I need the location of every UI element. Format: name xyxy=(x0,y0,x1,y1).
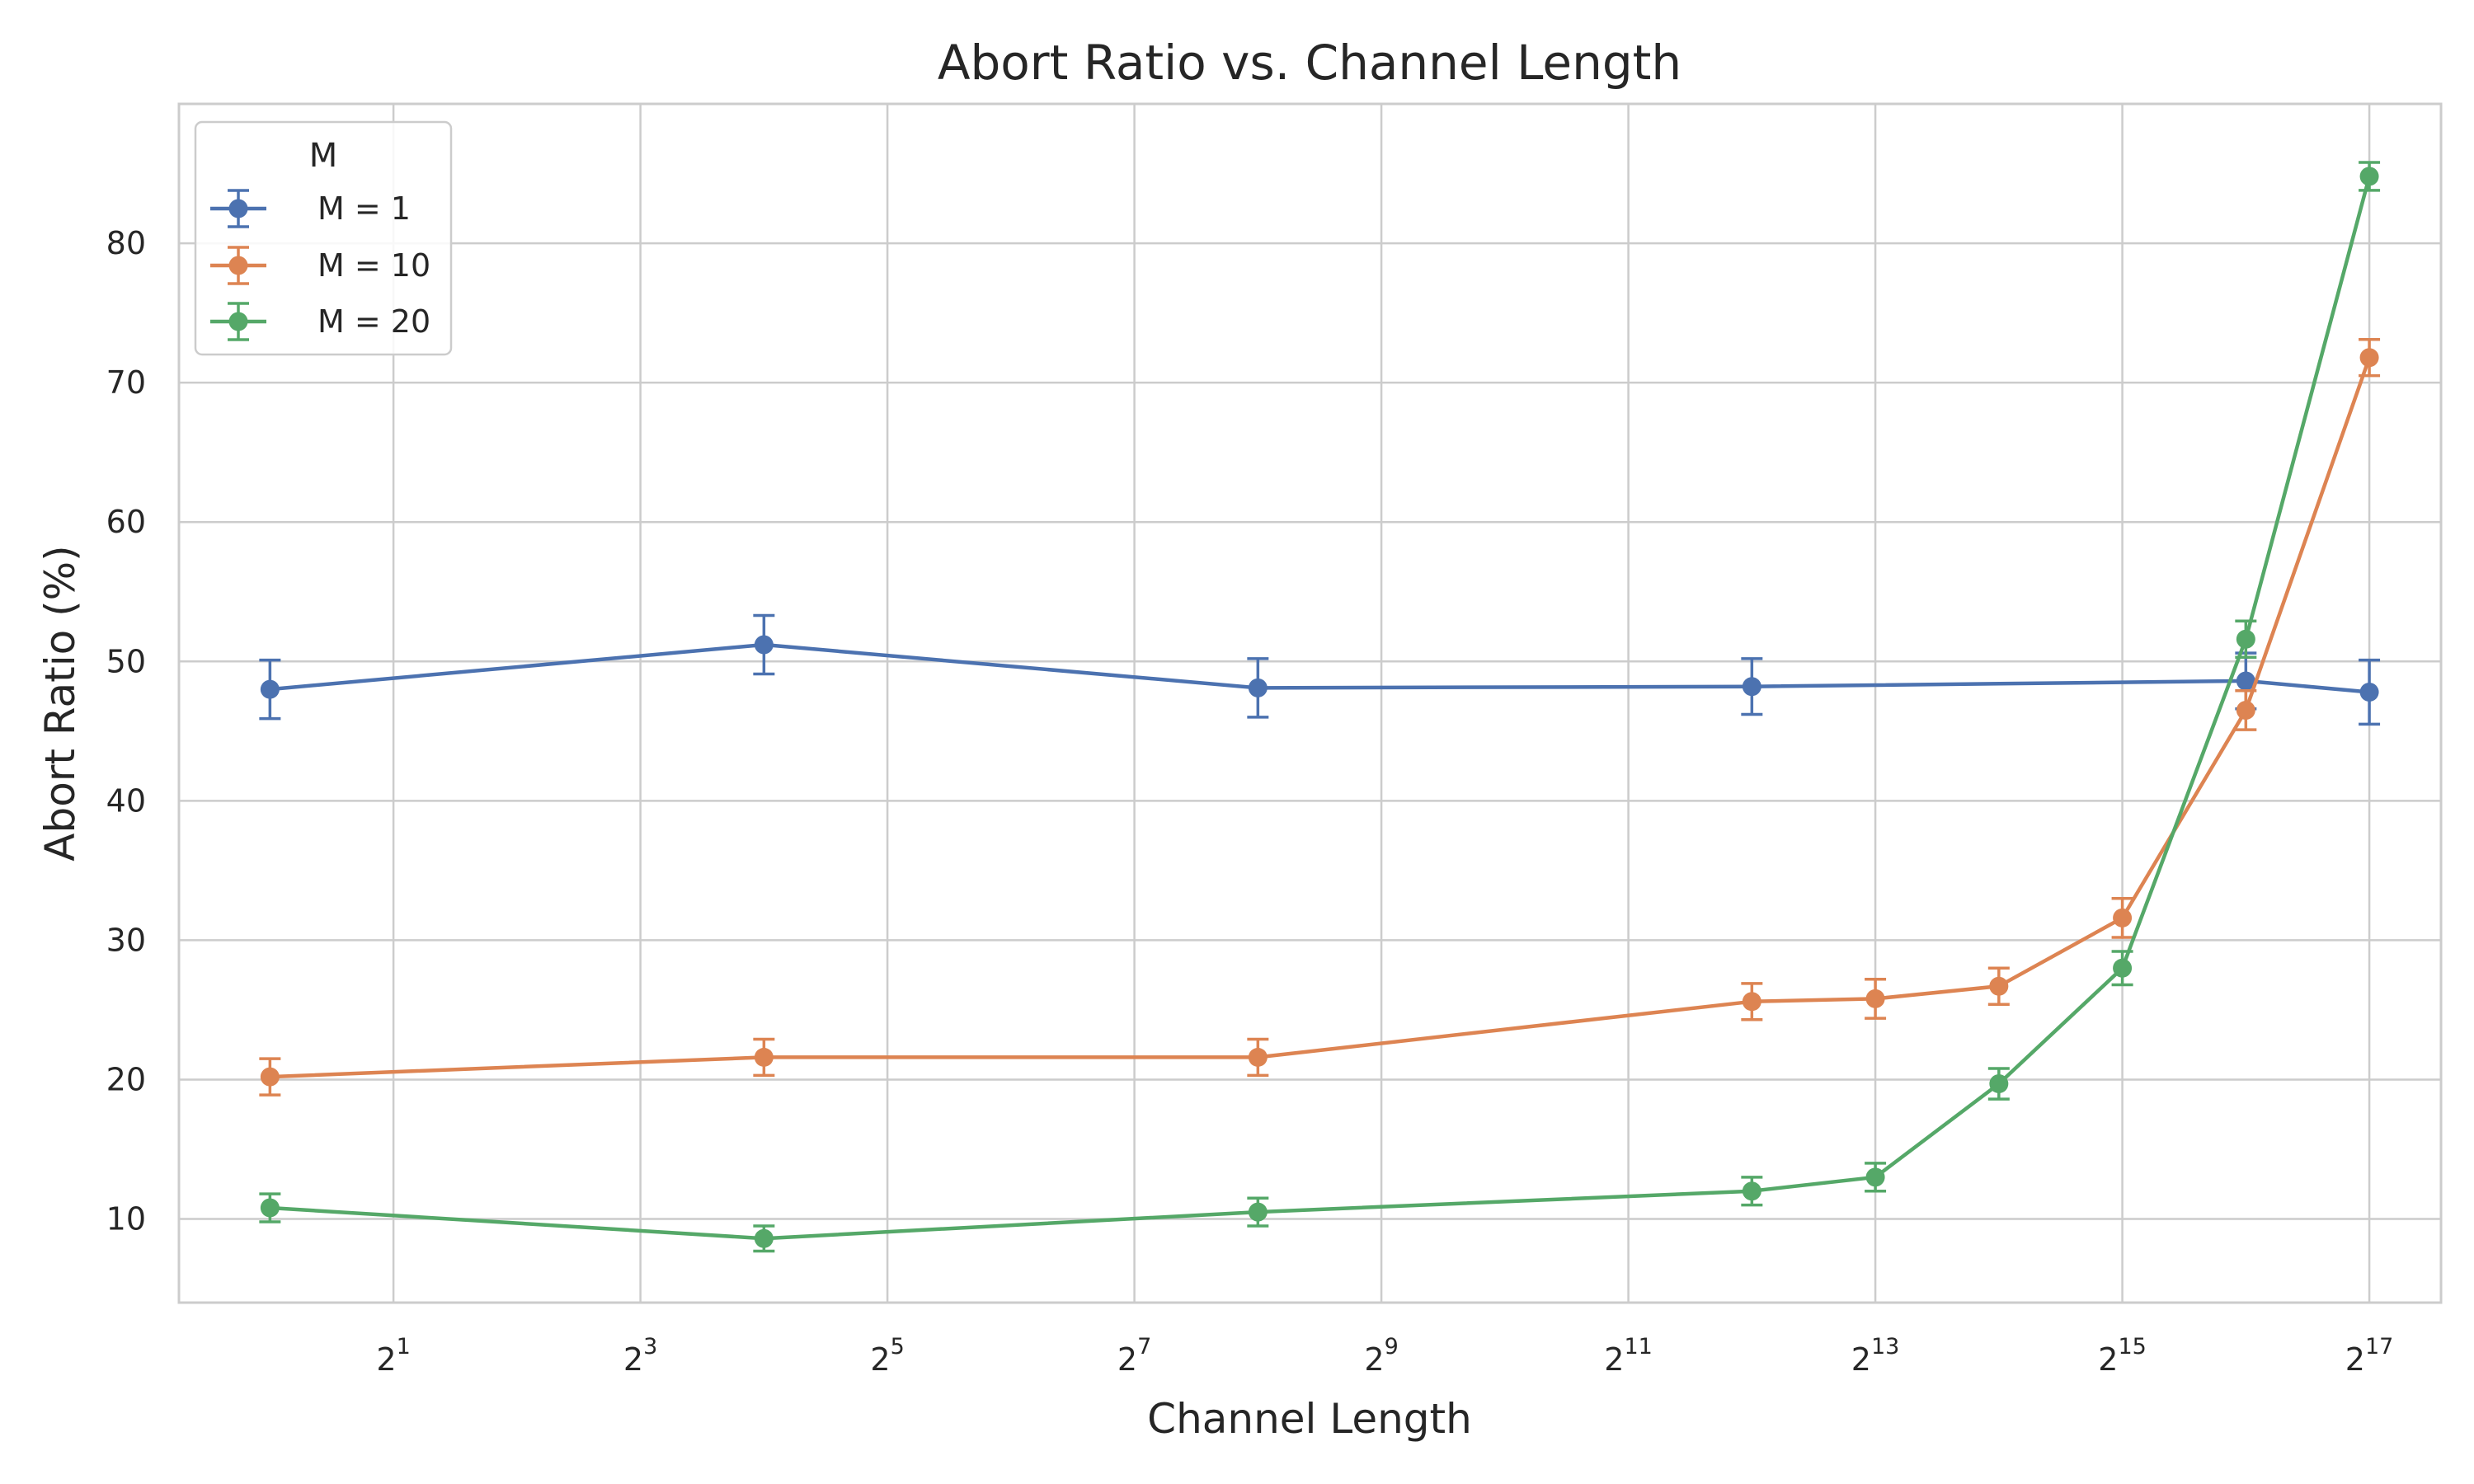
plot-area xyxy=(179,104,2441,1303)
x-tick-base: 2 xyxy=(623,1341,643,1378)
legend-label: M = 20 xyxy=(317,303,430,340)
x-tick-base: 2 xyxy=(2345,1341,2365,1378)
x-tick-label: 27 xyxy=(1117,1334,1151,1378)
x-tick-exponent: 7 xyxy=(1137,1334,1151,1360)
x-tick-exponent: 5 xyxy=(891,1334,905,1360)
x-tick-exponent: 1 xyxy=(397,1334,411,1360)
y-tick-label: 40 xyxy=(106,782,146,819)
data-point xyxy=(754,635,774,655)
legend-title: M xyxy=(309,137,338,175)
data-point xyxy=(2359,348,2379,368)
data-point xyxy=(1742,1181,1761,1201)
legend: M M = 1 M = 10 M = 20 xyxy=(194,120,453,356)
x-tick-base: 2 xyxy=(2098,1341,2118,1378)
y-tick-label: 80 xyxy=(106,225,146,261)
x-tick-exponent: 11 xyxy=(1624,1334,1652,1360)
legend-label: M = 10 xyxy=(317,247,430,284)
x-tick-label: 215 xyxy=(2098,1334,2147,1378)
y-tick-label: 20 xyxy=(106,1061,146,1097)
y-tick-label: 10 xyxy=(106,1201,146,1237)
series-2 xyxy=(259,337,2381,1097)
data-point xyxy=(1742,992,1761,1012)
legend-item: M = 1 xyxy=(210,189,411,228)
data-point xyxy=(260,679,280,699)
series-layer xyxy=(259,161,2381,1253)
data-point xyxy=(260,1067,280,1087)
x-tick-base: 2 xyxy=(1117,1341,1137,1378)
legend-marker xyxy=(228,256,248,275)
x-tick-base: 2 xyxy=(1851,1341,1871,1378)
data-point xyxy=(1248,1202,1268,1222)
x-tick-labels: 21 23 25 27 29 211 213 215 217 xyxy=(376,1334,2393,1378)
legend-box xyxy=(194,120,453,356)
x-tick-exponent: 9 xyxy=(1385,1334,1399,1360)
x-tick-base: 2 xyxy=(870,1341,890,1378)
data-point xyxy=(1742,677,1761,697)
data-point xyxy=(1248,1047,1268,1067)
legend-marker xyxy=(228,312,248,331)
data-point xyxy=(260,1198,280,1218)
data-point xyxy=(754,1228,774,1248)
data-point xyxy=(1865,989,1885,1008)
x-tick-base: 2 xyxy=(376,1341,396,1378)
data-point xyxy=(2359,167,2379,186)
y-tick-label: 60 xyxy=(106,504,146,540)
plot-frame xyxy=(177,102,2443,1304)
data-point xyxy=(2236,671,2255,691)
y-axis-label: Abort Ratio (%) xyxy=(36,545,84,861)
series-line xyxy=(270,642,2370,694)
data-point xyxy=(1865,1167,1885,1187)
x-tick-label: 25 xyxy=(870,1334,904,1378)
x-tick-label: 217 xyxy=(2345,1334,2394,1378)
x-tick-base: 2 xyxy=(1604,1341,1624,1378)
chart-title: Abort Ratio vs. Channel Length xyxy=(938,35,1681,91)
y-tick-labels: 10 20 30 40 50 60 70 80 xyxy=(106,225,146,1237)
x-tick-label: 29 xyxy=(1364,1334,1398,1378)
x-tick-exponent: 3 xyxy=(643,1334,657,1360)
legend-item: M = 10 xyxy=(210,246,430,285)
data-point xyxy=(1989,976,2009,996)
x-tick-exponent: 13 xyxy=(1871,1334,1899,1360)
x-tick-exponent: 17 xyxy=(2365,1334,2393,1360)
legend-item: M = 20 xyxy=(210,302,430,341)
data-point xyxy=(2236,629,2255,649)
data-point xyxy=(2113,908,2133,928)
series-3 xyxy=(259,161,2381,1253)
x-tick-exponent: 15 xyxy=(2118,1334,2146,1360)
y-tick-label: 70 xyxy=(106,364,146,401)
x-tick-label: 21 xyxy=(376,1334,410,1378)
x-tick-label: 213 xyxy=(1851,1334,1900,1378)
y-tick-label: 50 xyxy=(106,643,146,679)
y-tick-label: 30 xyxy=(106,922,146,958)
grid xyxy=(179,104,2441,1303)
legend-label: M = 1 xyxy=(317,190,411,227)
legend-marker xyxy=(228,199,248,218)
data-point xyxy=(2236,700,2255,720)
x-axis-label: Channel Length xyxy=(1147,1395,1472,1443)
x-tick-base: 2 xyxy=(1364,1341,1384,1378)
x-tick-label: 211 xyxy=(1604,1334,1653,1378)
data-point xyxy=(754,1047,774,1067)
data-point xyxy=(1989,1074,2009,1094)
x-tick-label: 23 xyxy=(623,1334,657,1378)
data-point xyxy=(2113,958,2133,978)
data-point xyxy=(2359,682,2379,702)
data-point xyxy=(1248,678,1268,697)
